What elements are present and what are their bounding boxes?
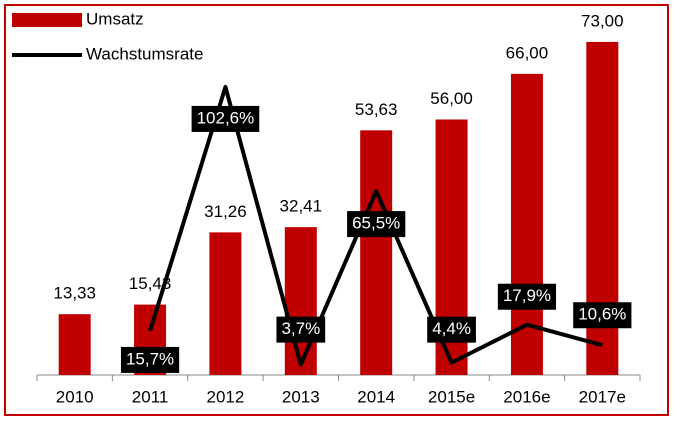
data-label: 15,7% [126, 349, 174, 368]
data-label-box [120, 346, 180, 373]
data-label: 73,00 [581, 11, 624, 30]
data-label: 56,00 [430, 89, 473, 108]
data-label: 15,43 [129, 274, 172, 293]
data-label: 102,6% [197, 108, 255, 127]
legend-swatch [12, 13, 82, 27]
bar [284, 227, 317, 375]
x-tick-label: 2013 [282, 387, 320, 406]
legend-label: Wachstumsrate [86, 44, 203, 63]
data-label: 66,00 [506, 43, 549, 62]
data-label: 32,41 [280, 197, 323, 216]
x-tick-label: 2014 [357, 387, 395, 406]
x-tick-label: 2015e [428, 387, 475, 406]
data-label: 53,63 [355, 100, 398, 119]
data-label: 4,4% [432, 319, 471, 338]
data-label-box [573, 302, 632, 329]
frame [4, 4, 669, 416]
data-label-box [427, 316, 476, 343]
data-label: 13,33 [53, 284, 96, 303]
bar [58, 314, 91, 375]
data-label: 65,5% [352, 214, 400, 233]
data-label: 10,6% [578, 305, 626, 324]
x-tick-label: 2017e [579, 387, 626, 406]
x-tick-label: 2011 [132, 387, 169, 406]
bar [360, 130, 393, 375]
data-label: 3,7% [281, 319, 320, 338]
bar [209, 232, 242, 375]
x-tick-label: 2010 [56, 387, 94, 406]
data-label-box [191, 105, 260, 132]
line [148, 84, 603, 367]
data-label: 17,9% [503, 286, 551, 305]
x-tick-label: 2016e [503, 387, 550, 406]
data-label-box [347, 211, 406, 238]
data-label: 31,26 [204, 202, 247, 221]
data-label-box [497, 283, 557, 310]
legend-label: Umsatz [86, 9, 144, 28]
x-tick-label: 2012 [207, 387, 245, 406]
data-label-box [276, 316, 326, 343]
